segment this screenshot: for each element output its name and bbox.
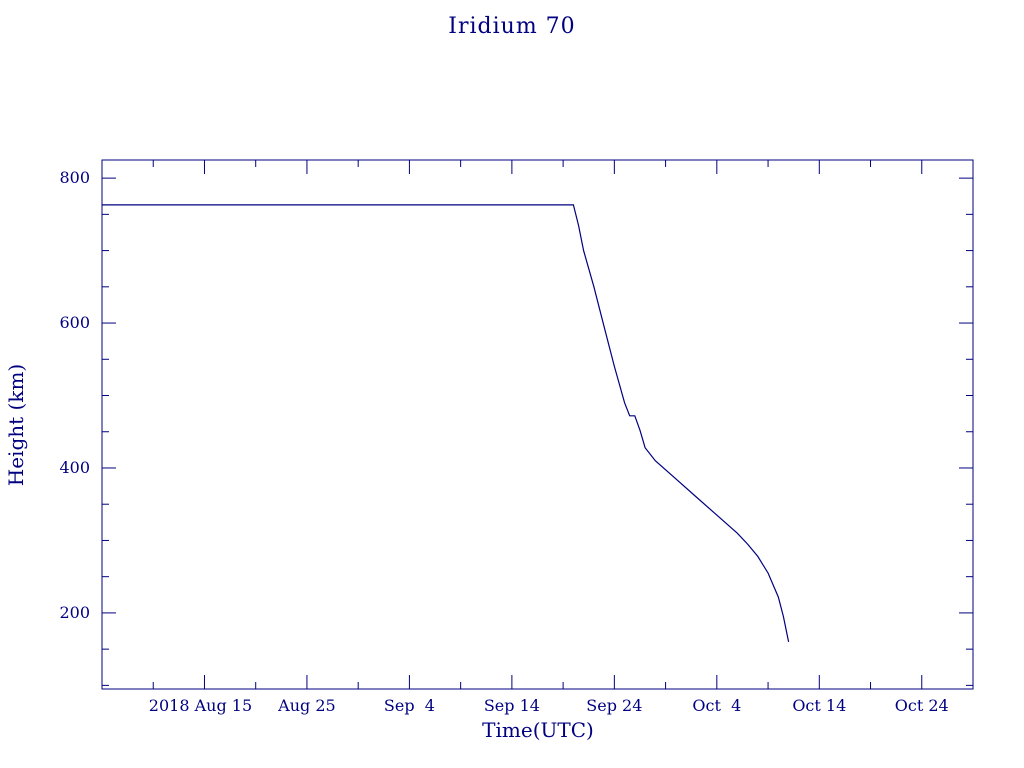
x-tick-label: Sep 4 <box>384 696 435 715</box>
chart-title: Iridium 70 <box>448 14 576 39</box>
x-tick-label: Sep 14 <box>484 696 540 715</box>
plot-frame <box>101 159 974 690</box>
height-series-line <box>102 204 790 643</box>
x-axis-label: Time(UTC) <box>482 718 594 742</box>
y-axis-label: Height (km) <box>4 363 28 487</box>
x-tick-label: 2018 Aug 15 <box>149 696 252 715</box>
x-tick-label: Oct 24 <box>895 696 949 715</box>
x-tick-label: Sep 24 <box>586 696 642 715</box>
y-tick-label: 600 <box>59 313 90 332</box>
y-tick-label: 200 <box>59 603 90 622</box>
y-tick-label: 800 <box>59 168 90 187</box>
x-tick-label: Aug 25 <box>277 696 336 715</box>
y-tick-label: 400 <box>59 458 90 477</box>
x-tick-label: Oct 4 <box>692 696 741 715</box>
x-tick-label: Oct 14 <box>792 696 846 715</box>
